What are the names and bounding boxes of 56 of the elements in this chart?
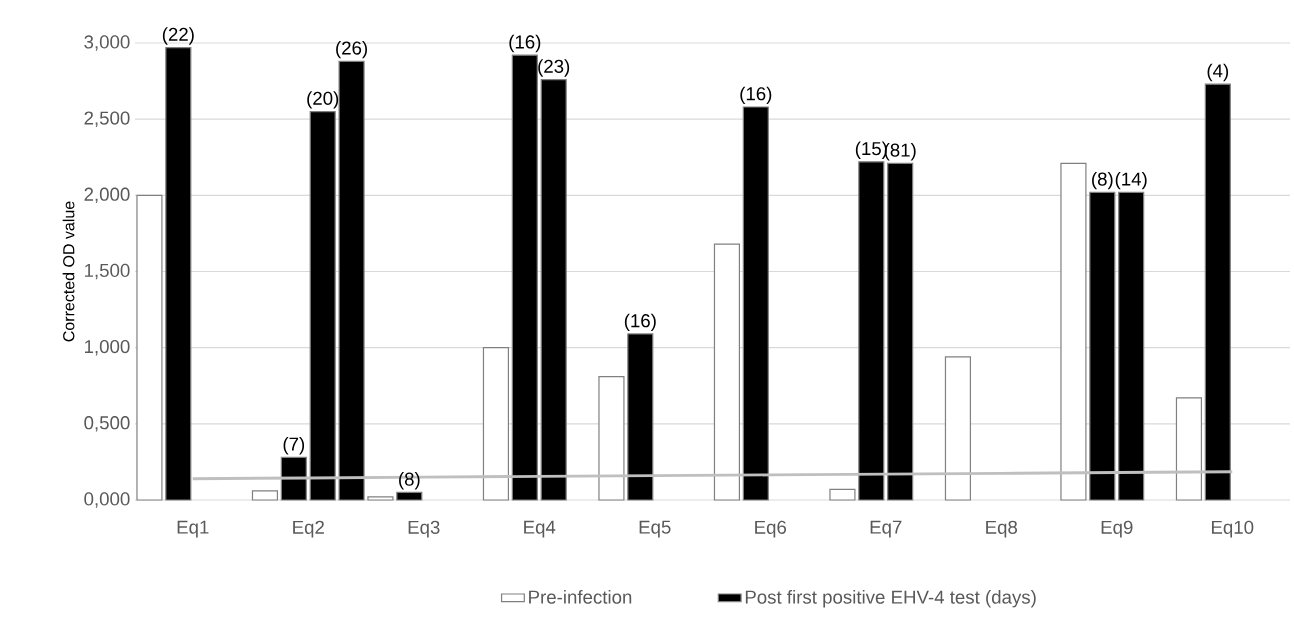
bar <box>1204 83 1231 501</box>
x-tick-label: Eq9 <box>1101 520 1133 538</box>
annotation: (4) <box>1207 63 1229 82</box>
annotation: (8) <box>399 472 420 490</box>
y-tick-label: 0,000 <box>84 492 130 508</box>
bar <box>598 376 625 501</box>
bar <box>511 54 538 501</box>
bar <box>482 347 510 501</box>
x-tick-label: Eq3 <box>408 520 440 538</box>
bar <box>1175 397 1203 501</box>
bar <box>829 488 856 501</box>
y-tick-label: 1,000 <box>85 339 130 356</box>
x-tick-label: Eq6 <box>755 520 787 538</box>
bar <box>858 161 885 501</box>
bar <box>309 110 336 501</box>
annotation: (26) <box>336 40 368 59</box>
legend-label: Post first positive EHV-4 test (days) <box>745 590 1036 608</box>
y-tick-label: 2,500 <box>84 111 130 127</box>
annotation: (16) <box>740 86 772 105</box>
bar <box>627 333 654 501</box>
annotation: (7) <box>283 437 305 455</box>
bar <box>165 46 192 501</box>
bar <box>944 356 972 501</box>
y-tick-label: 2,000 <box>84 187 130 204</box>
x-tick-label: Eq1 <box>177 520 209 538</box>
bar <box>367 496 394 501</box>
bar <box>742 106 769 501</box>
annotation: (20) <box>307 91 339 109</box>
bar <box>251 490 279 501</box>
bar <box>338 60 365 501</box>
bar <box>1089 191 1116 501</box>
y-tick-label: 0,500 <box>84 416 130 432</box>
x-tick-label: Eq4 <box>524 520 556 538</box>
x-tick-label: Eq10 <box>1211 520 1254 538</box>
y-tick-label: 1,500 <box>85 263 130 280</box>
bar <box>1118 191 1145 501</box>
annotation: (23) <box>538 59 570 77</box>
x-tick-label: Eq5 <box>639 520 671 538</box>
legend-label: Pre-infection <box>529 590 632 604</box>
annotation: (16) <box>509 34 541 53</box>
annotation: (22) <box>162 27 194 45</box>
bar <box>1060 162 1087 501</box>
x-tick-label: Eq2 <box>293 520 324 538</box>
bar <box>136 194 163 501</box>
bar <box>887 162 914 501</box>
bar <box>540 78 567 501</box>
y-axis-title: Corrected OD value <box>62 201 75 342</box>
annotation: (14) <box>1115 171 1147 190</box>
x-tick-label: Eq8 <box>986 520 1018 538</box>
bar <box>396 491 423 501</box>
x-tick-label: Eq7 <box>870 520 902 538</box>
bar <box>280 456 307 501</box>
annotation: (16) <box>624 313 656 332</box>
annotation: (8) <box>1092 171 1113 190</box>
bar <box>713 243 741 501</box>
y-tick-label: 3,000 <box>84 35 130 51</box>
